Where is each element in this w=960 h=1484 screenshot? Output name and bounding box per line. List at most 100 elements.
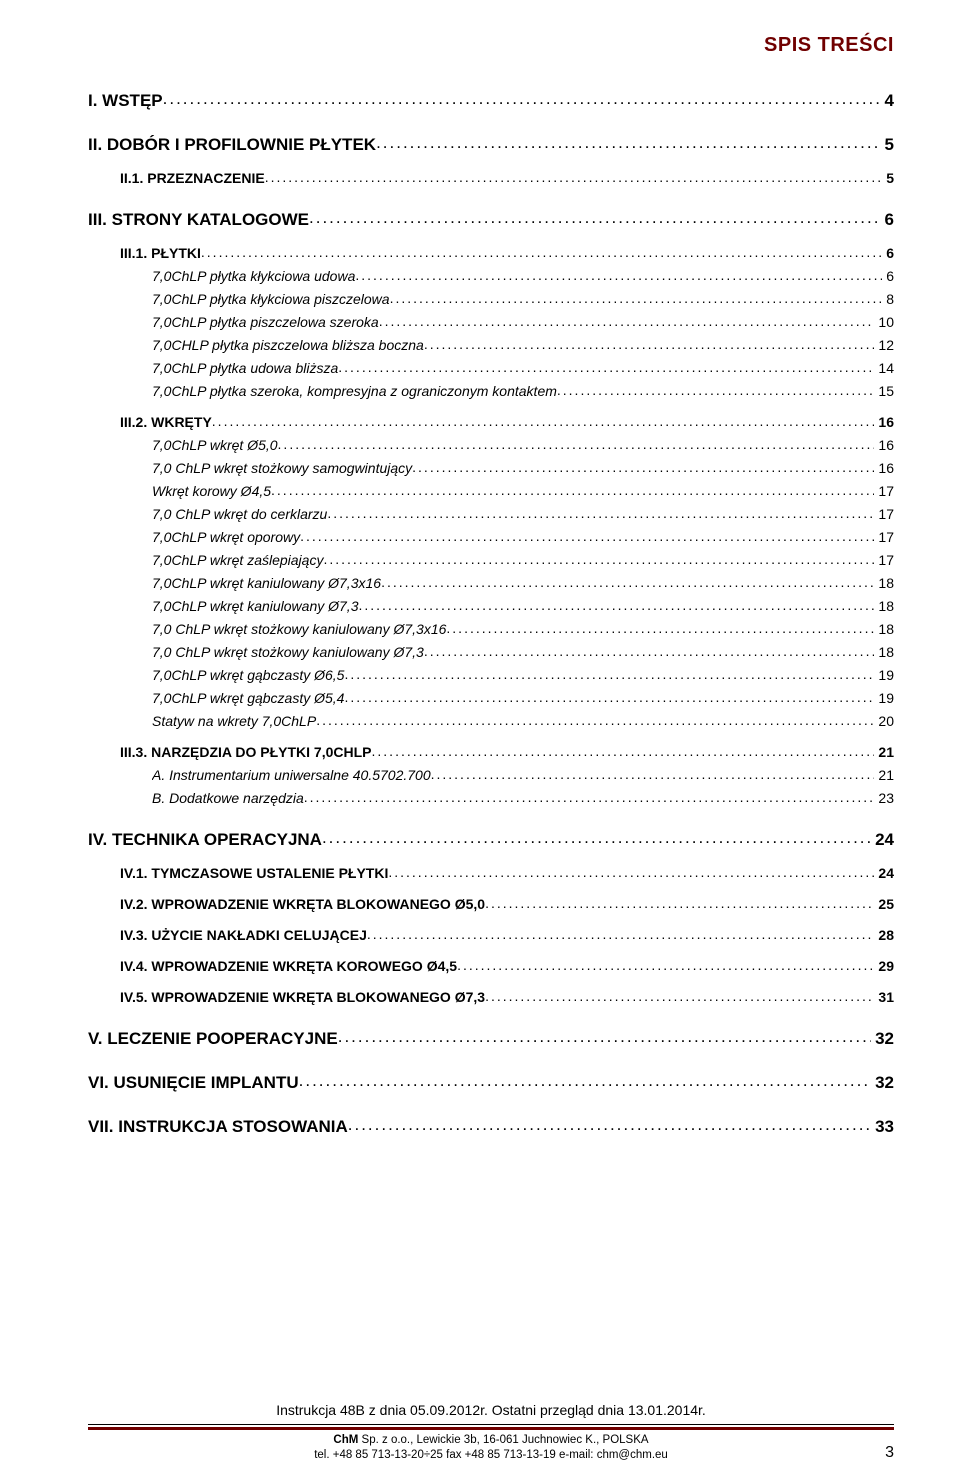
toc-entry: 7,0ChLP płytka udowa bliższa 14: [152, 359, 894, 376]
toc-leader-dots: [358, 597, 874, 611]
toc-leader-dots: [304, 789, 875, 803]
toc-entry-page: 21: [874, 744, 894, 760]
toc-entry-page: 24: [871, 830, 894, 850]
toc-entry-label: 7,0ChLP płytka piszczelowa szeroka: [152, 314, 379, 330]
revision-line: Instrukcja 48B z dnia 05.09.2012r. Ostat…: [88, 1402, 894, 1422]
toc-entry-label: III.2. WKRĘTY: [120, 414, 212, 430]
toc-entry: Wkręt korowy Ø4,5 17: [152, 482, 894, 499]
toc-entry: VII. INSTRUKCJA STOSOWANIA 33: [88, 1115, 894, 1137]
toc-leader-dots: [327, 505, 874, 519]
toc-entry: IV.3. UŻYCIE NAKŁADKI CELUJĄCEJ 28: [120, 926, 894, 943]
toc-entry-label: V. LECZENIE POOPERACYJNE: [88, 1029, 338, 1049]
toc-leader-dots: [485, 895, 874, 909]
toc-entry: 7,0 ChLP wkręt stożkowy kaniulowany Ø7,3…: [152, 620, 894, 637]
toc-leader-dots: [278, 436, 875, 450]
toc-entry-label: IV.2. WPROWADZENIE WKRĘTA BLOKOWANEGO Ø5…: [120, 896, 485, 912]
toc-entry-page: 6: [881, 210, 894, 230]
toc-entry-page: 19: [874, 667, 894, 683]
toc-entry: VI. USUNIĘCIE IMPLANTU 32: [88, 1071, 894, 1093]
toc-entry-page: 16: [874, 437, 894, 453]
toc-leader-dots: [390, 290, 883, 304]
toc-leader-dots: [163, 89, 881, 106]
toc-leader-dots: [355, 267, 882, 281]
toc-entry: 7,0 ChLP wkręt stożkowy samogwintujący 1…: [152, 459, 894, 476]
toc-entry-label: 7,0ChLP wkręt gąbczasty Ø5,4: [152, 690, 344, 706]
toc-entry-page: 8: [882, 291, 894, 307]
toc-entry-page: 23: [874, 790, 894, 806]
toc-leader-dots: [299, 1071, 871, 1088]
toc-entry-page: 18: [874, 598, 894, 614]
toc-entry: B. Dodatkowe narzędzia 23: [152, 789, 894, 806]
toc-entry: IV.2. WPROWADZENIE WKRĘTA BLOKOWANEGO Ø5…: [120, 895, 894, 912]
toc-entry: IV.4. WPROWADZENIE WKRĘTA KOROWEGO Ø4,5 …: [120, 957, 894, 974]
toc-entry-label: Statyw na wkrety 7,0ChLP: [152, 713, 316, 729]
toc-entry-page: 20: [874, 713, 894, 729]
footer-contact-box: ChM Sp. z o.o., Lewickie 3b, 16-061 Juch…: [88, 1433, 894, 1464]
toc-entry: 7,0ChLP płytka piszczelowa szeroka 10: [152, 313, 894, 330]
toc-entry-label: 7,0ChLP płytka szeroka, kompresyjna z og…: [152, 383, 557, 399]
page-footer: Instrukcja 48B z dnia 05.09.2012r. Ostat…: [88, 1362, 894, 1464]
toc-entry-page: 17: [874, 506, 894, 522]
toc-entry: 7,0ChLP wkręt gąbczasty Ø5,4 19: [152, 689, 894, 706]
toc-entry-label: 7,0ChLP płytka kłykciowa piszczelowa: [152, 291, 390, 307]
toc-leader-dots: [309, 208, 881, 225]
toc-entry-label: III.3. NARZĘDZIA DO PŁYTKI 7,0CHLP: [120, 744, 372, 760]
toc-leader-dots: [271, 482, 874, 496]
company-rest: Sp. z o.o., Lewickie 3b, 16-061 Juchnowi…: [358, 1434, 648, 1446]
toc-leader-dots: [376, 133, 880, 150]
table-of-contents: I. WSTĘP 4II. DOBÓR I PROFILOWNIE PŁYTEK…: [88, 67, 894, 1362]
page-number: 3: [885, 1442, 894, 1464]
toc-entry: I. WSTĘP 4: [88, 89, 894, 111]
document-page: SPIS TREŚCI I. WSTĘP 4II. DOBÓR I PROFIL…: [0, 0, 960, 1484]
toc-entry: 7,0ChLP wkręt oporowy 17: [152, 528, 894, 545]
toc-entry-page: 16: [874, 460, 894, 476]
toc-entry: 7,0ChLP wkręt kaniulowany Ø7,3 18: [152, 597, 894, 614]
toc-leader-dots: [338, 1027, 871, 1044]
toc-entry-page: 24: [874, 865, 894, 881]
toc-entry: 7,0ChLP wkręt kaniulowany Ø7,3x16 18: [152, 574, 894, 591]
toc-entry-label: A. Instrumentarium uniwersalne 40.5702.7…: [152, 767, 431, 783]
toc-entry: IV.1. TYMCZASOWE USTALENIE PŁYTKI 24: [120, 864, 894, 881]
toc-leader-dots: [485, 988, 874, 1002]
toc-entry: 7,0ChLP wkręt zaślepiający 17: [152, 551, 894, 568]
toc-entry-page: 18: [874, 621, 894, 637]
toc-leader-dots: [388, 864, 874, 878]
toc-leader-dots: [446, 620, 874, 634]
toc-entry: 7,0 ChLP wkręt stożkowy kaniulowany Ø7,3…: [152, 643, 894, 660]
toc-entry-label: 7,0 ChLP wkręt stożkowy kaniulowany Ø7,3…: [152, 621, 446, 637]
toc-entry-page: 16: [874, 414, 894, 430]
toc-entry-page: 10: [874, 314, 894, 330]
toc-entry-label: IV.4. WPROWADZENIE WKRĘTA KOROWEGO Ø4,5: [120, 958, 457, 974]
contact-line: tel. +48 85 713-13-20÷25 fax +48 85 713-…: [88, 1448, 894, 1464]
toc-entry-label: Wkręt korowy Ø4,5: [152, 483, 271, 499]
toc-entry-label: 7,0ChLP wkręt Ø5,0: [152, 437, 278, 453]
toc-entry-label: 7,0ChLP wkręt kaniulowany Ø7,3: [152, 598, 358, 614]
toc-leader-dots: [372, 743, 875, 757]
footer-rule-thick: [88, 1427, 894, 1430]
toc-entry: A. Instrumentarium uniwersalne 40.5702.7…: [152, 766, 894, 783]
toc-entry-label: VI. USUNIĘCIE IMPLANTU: [88, 1073, 299, 1093]
toc-leader-dots: [322, 828, 871, 845]
toc-leader-dots: [557, 382, 875, 396]
toc-entry: Statyw na wkrety 7,0ChLP 20: [152, 712, 894, 729]
toc-leader-dots: [212, 413, 875, 427]
toc-entry-label: III. STRONY KATALOGOWE: [88, 210, 309, 230]
toc-leader-dots: [344, 666, 874, 680]
toc-leader-dots: [424, 336, 875, 350]
footer-rule-thin: [88, 1424, 894, 1425]
toc-entry-label: 7,0 ChLP wkręt do cerklarzu: [152, 506, 327, 522]
toc-entry-page: 15: [874, 383, 894, 399]
toc-entry: III.2. WKRĘTY 16: [120, 413, 894, 430]
toc-entry-label: IV.3. UŻYCIE NAKŁADKI CELUJĄCEJ: [120, 927, 367, 943]
toc-entry: 7,0 ChLP wkręt do cerklarzu 17: [152, 505, 894, 522]
toc-entry-page: 33: [871, 1117, 894, 1137]
toc-entry-label: 7,0ChLP wkręt oporowy: [152, 529, 300, 545]
toc-entry: III.3. NARZĘDZIA DO PŁYTKI 7,0CHLP 21: [120, 743, 894, 760]
toc-entry-page: 28: [874, 927, 894, 943]
toc-entry-label: II.1. PRZEZNACZENIE: [120, 170, 265, 186]
toc-entry: IV.5. WPROWADZENIE WKRĘTA BLOKOWANEGO Ø7…: [120, 988, 894, 1005]
toc-entry-page: 5: [881, 135, 894, 155]
toc-entry-page: 14: [874, 360, 894, 376]
header-title: SPIS TREŚCI: [88, 34, 894, 57]
toc-entry-page: 32: [871, 1073, 894, 1093]
